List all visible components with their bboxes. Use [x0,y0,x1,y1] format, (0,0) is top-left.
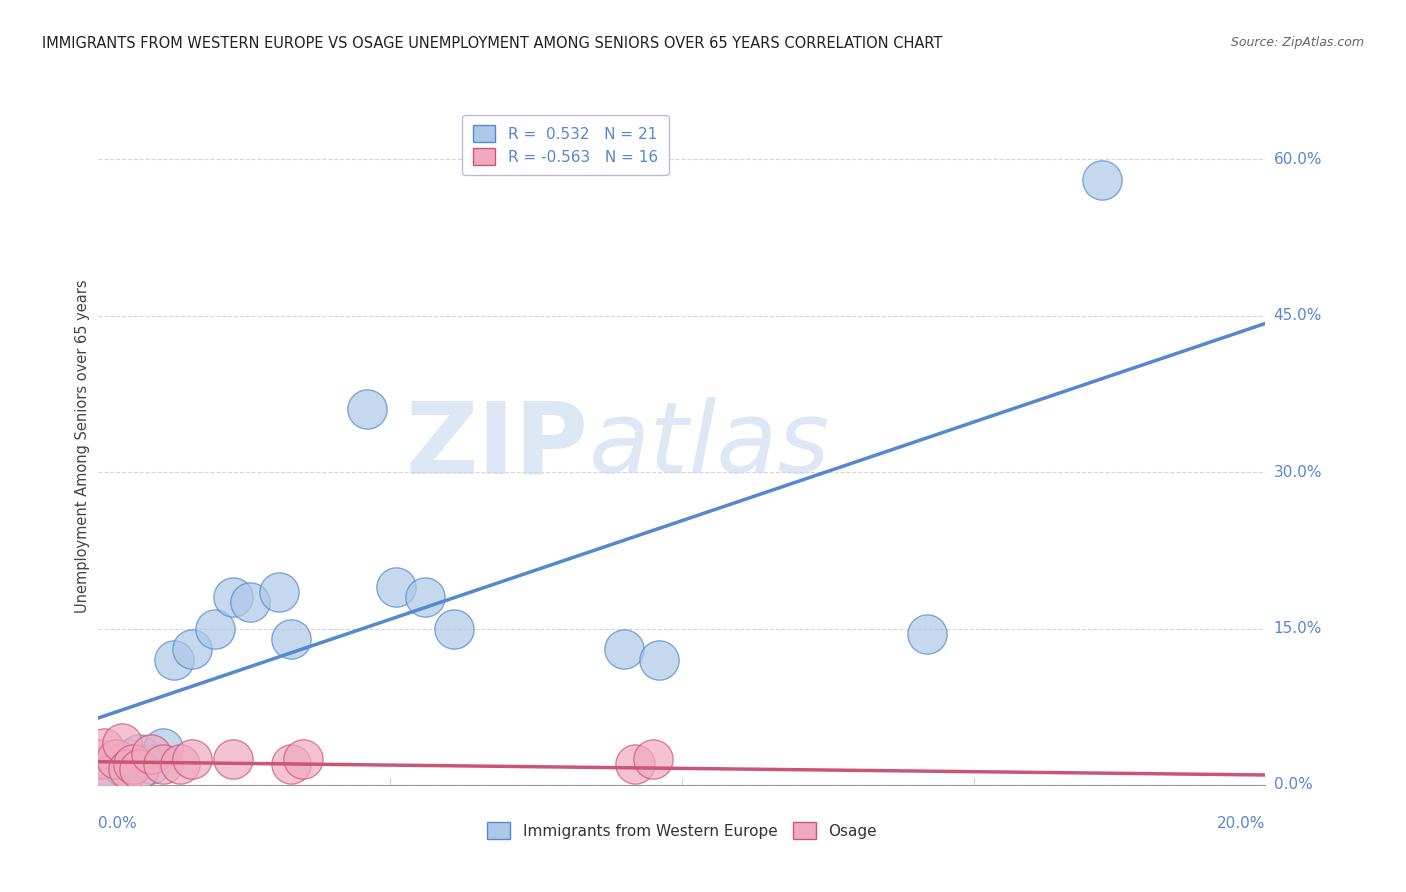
Point [624,757,647,772]
Point [90,752,112,766]
Point [239,595,262,609]
Point [117,752,139,766]
Text: 20.0%: 20.0% [1218,815,1265,830]
Text: ZIP: ZIP [406,398,589,494]
Point [647,653,669,667]
Point [221,591,243,605]
Text: 0.0%: 0.0% [98,815,138,830]
Point [443,622,465,636]
Point [180,752,202,766]
Point [413,591,436,605]
Point [98,767,121,781]
Y-axis label: Unemployment Among Seniors over 65 years: Unemployment Among Seniors over 65 years [75,279,90,613]
Point [128,762,150,776]
Text: 15.0%: 15.0% [1274,621,1322,636]
Point [152,757,174,772]
Point [385,580,408,594]
Point [180,642,202,657]
Text: atlas: atlas [589,398,830,494]
Point [152,741,174,756]
Text: Source: ZipAtlas.com: Source: ZipAtlas.com [1230,36,1364,49]
Point [122,757,145,772]
Point [269,585,291,599]
Point [613,642,636,657]
Point [93,741,115,756]
Point [111,759,134,773]
Point [309,798,332,813]
Point [139,747,162,761]
Point [104,752,127,766]
Point [641,752,664,766]
Point [221,752,243,766]
Text: 30.0%: 30.0% [1274,465,1322,480]
Point [128,747,150,761]
Text: 60.0%: 60.0% [1274,152,1322,167]
Text: 0.0%: 0.0% [1274,778,1312,792]
Point [98,762,121,776]
Point [280,757,302,772]
Point [204,622,226,636]
Text: IMMIGRANTS FROM WESTERN EUROPE VS OSAGE UNEMPLOYMENT AMONG SENIORS OVER 65 YEARS: IMMIGRANTS FROM WESTERN EUROPE VS OSAGE … [42,36,942,51]
Point [280,632,302,646]
Point [139,757,162,772]
Point [291,752,314,766]
Point [356,402,378,417]
Point [1091,173,1114,187]
Point [915,626,938,640]
Point [169,757,191,772]
Text: 45.0%: 45.0% [1274,308,1322,323]
Point [163,653,186,667]
Legend: Immigrants from Western Europe, Osage: Immigrants from Western Europe, Osage [481,816,883,845]
Point [111,736,134,750]
Point [117,762,139,776]
